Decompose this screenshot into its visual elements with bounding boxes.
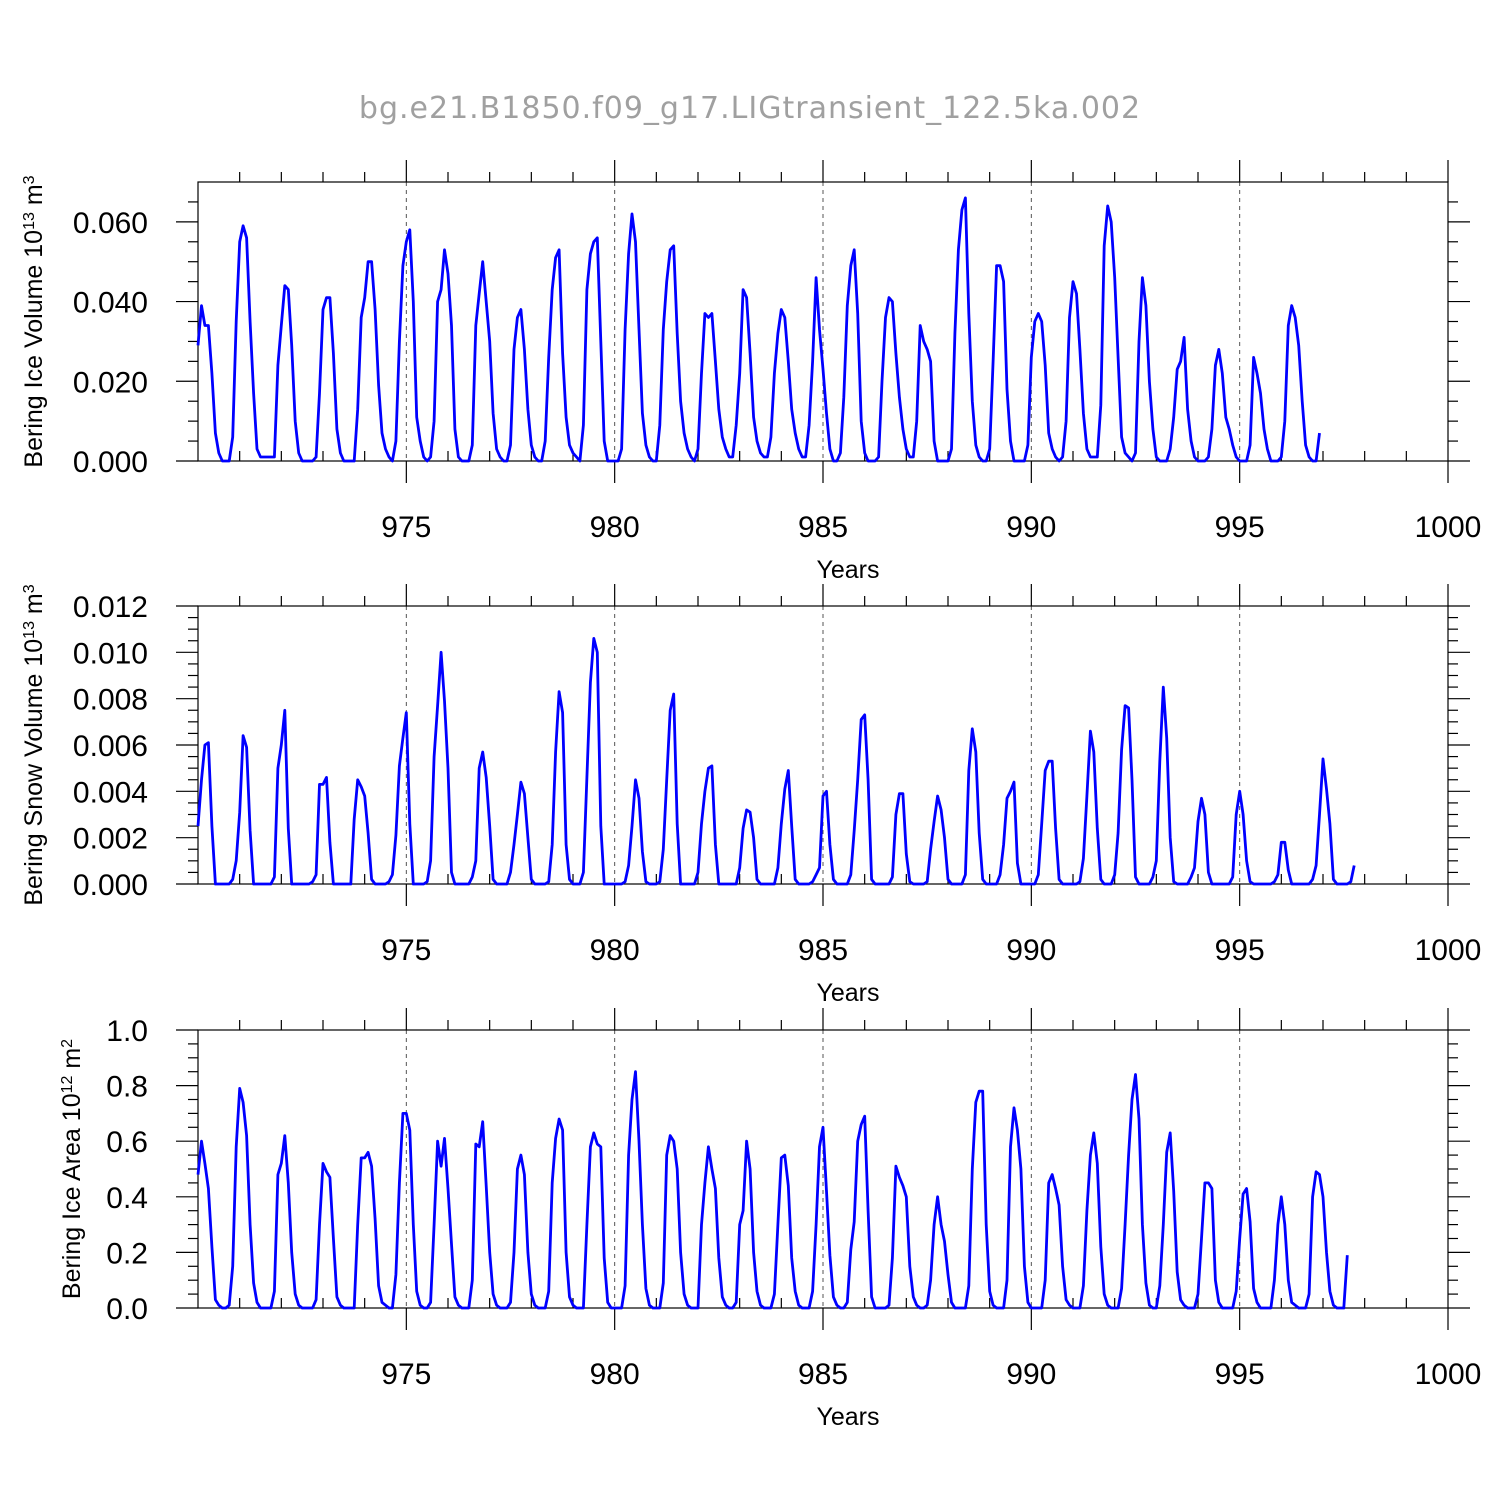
plot-frame xyxy=(197,181,1449,462)
y-tick-label: 0.2 xyxy=(106,1237,148,1270)
y-axis-label-part: Bering Ice Volume 10 xyxy=(20,230,48,468)
y-axis-label: Bering Snow Volume 1013 m3 xyxy=(20,584,48,905)
x-tick-label: 1000 xyxy=(1415,511,1482,544)
x-tick-label: 975 xyxy=(381,934,431,967)
y-tick-label: 0.010 xyxy=(73,637,148,670)
x-axis-label: Years xyxy=(816,1403,879,1431)
y-axis-label-superscript: 13 xyxy=(21,621,38,639)
plot-frame xyxy=(197,605,1449,885)
y-tick-label: 0.012 xyxy=(73,591,148,624)
y-axis-label-part: m xyxy=(20,593,48,621)
y-tick-label: 0.002 xyxy=(73,823,148,856)
y-axis-label-part: Bering Ice Area 10 xyxy=(58,1093,86,1299)
y-axis-label-superscript: 3 xyxy=(21,584,38,593)
y-axis-label-part: m xyxy=(20,184,48,212)
y-axis-label-superscript: 2 xyxy=(59,1039,76,1048)
x-tick-label: 980 xyxy=(590,934,640,967)
x-tick-label: 995 xyxy=(1215,511,1265,544)
y-tick-label: 0.8 xyxy=(106,1071,148,1104)
x-axis-label: Years xyxy=(816,556,879,584)
y-axis-label: Bering Ice Area 1012 m2 xyxy=(58,1039,86,1299)
x-tick-label: 975 xyxy=(381,1358,431,1391)
y-tick-label: 0.060 xyxy=(73,207,148,240)
y-axis-label: Bering Ice Volume 1013 m3 xyxy=(20,175,48,467)
y-tick-label: 1.0 xyxy=(106,1015,148,1048)
series-line xyxy=(196,196,1321,463)
panel-ice-volume: 975 980 985 990 995 1000 0.000 0.020 0.040 0.060 Y… xyxy=(20,160,1481,584)
panel-ice-area: 975 980 985 990 995 1000 0.0 0.2 0.4 0.6 0.8 1.0 Yea… xyxy=(58,1008,1481,1431)
y-tick-label: 0.006 xyxy=(73,730,148,763)
y-axis-label-part: m xyxy=(58,1048,86,1076)
y-tick-label: 0.008 xyxy=(73,684,148,717)
series-line xyxy=(196,637,1356,886)
figure-title: bg.e21.B1850.f09_g17.LIGtransient_122.5k… xyxy=(359,91,1141,126)
x-tick-label: 990 xyxy=(1006,934,1056,967)
y-axis-label-superscript: 3 xyxy=(21,175,38,184)
x-tick-label: 985 xyxy=(798,934,848,967)
x-tick-label: 1000 xyxy=(1415,1358,1482,1391)
y-tick-label: 0.000 xyxy=(73,869,148,902)
x-tick-label: 985 xyxy=(798,511,848,544)
series-line xyxy=(196,1070,1349,1310)
y-tick-label: 0.004 xyxy=(73,776,148,809)
y-tick-label: 0.040 xyxy=(73,287,148,320)
x-tick-label: 975 xyxy=(381,511,431,544)
x-tick-label: 990 xyxy=(1006,1358,1056,1391)
x-axis-label: Years xyxy=(816,979,879,1007)
x-tick-label: 985 xyxy=(798,1358,848,1391)
y-axis-label-superscript: 13 xyxy=(21,212,38,230)
y-axis-label-part: Bering Snow Volume 10 xyxy=(20,639,48,906)
y-tick-label: 0.4 xyxy=(106,1182,148,1215)
y-tick-label: 0.000 xyxy=(73,446,148,479)
x-tick-label: 1000 xyxy=(1415,934,1482,967)
y-tick-label: 0.0 xyxy=(106,1293,148,1326)
y-tick-label: 0.6 xyxy=(106,1126,148,1159)
y-axis-label-superscript: 12 xyxy=(59,1075,76,1093)
x-tick-label: 995 xyxy=(1215,1358,1265,1391)
y-tick-label: 0.020 xyxy=(73,366,148,399)
x-tick-label: 980 xyxy=(590,511,640,544)
x-tick-label: 980 xyxy=(590,1358,640,1391)
x-tick-label: 990 xyxy=(1006,511,1056,544)
x-tick-label: 995 xyxy=(1215,934,1265,967)
panel-snow-volume: 975 980 985 990 995 1000 0.000 0.002 0.004 0.006 0… xyxy=(20,584,1481,1007)
